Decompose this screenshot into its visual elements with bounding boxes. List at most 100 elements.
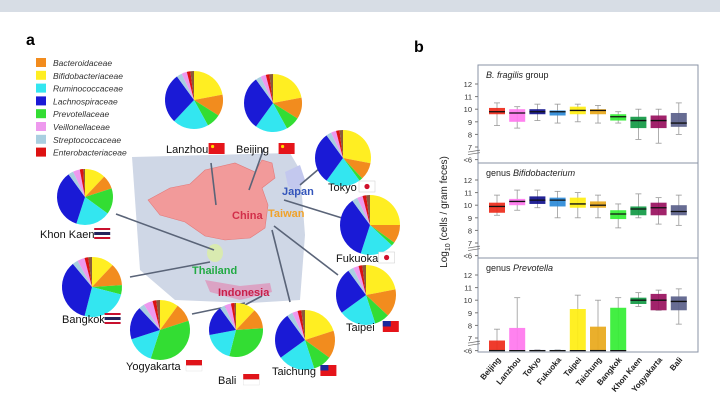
panel-title-italic: Prevotella: [513, 263, 553, 273]
pie-slice: [208, 308, 236, 336]
arrow-bangkok: [129, 261, 211, 278]
legend-label: Ruminococcaceae: [53, 84, 123, 94]
y-axis-label: Log10 (cells / gram feces): [439, 156, 452, 268]
pie-slice: [194, 100, 219, 126]
flag-star: [281, 144, 285, 149]
y-tick-label: 10: [464, 296, 472, 305]
pie-fukuoka: [340, 195, 400, 255]
pie-slice: [326, 158, 360, 186]
pie-slice: [273, 74, 302, 103]
panel-title-suffix: group: [523, 70, 549, 80]
arrow-taipei: [273, 225, 339, 276]
flag-stripe: [94, 232, 111, 235]
legend-swatch: [36, 96, 46, 106]
pie-slice: [348, 267, 366, 295]
pie-slice: [336, 270, 366, 313]
pie-slice: [209, 330, 236, 357]
city-label: Bangkok: [62, 314, 105, 326]
china-shape: [147, 159, 276, 241]
pie-slice: [150, 320, 190, 360]
pie-slice: [352, 197, 370, 225]
pie-slice: [156, 300, 160, 330]
country-label-taiwan: Taiwan: [268, 208, 305, 220]
axis-break: [467, 245, 481, 251]
y-tick-label: 8: [468, 321, 472, 330]
box-bangkok: [610, 307, 627, 351]
indonesia-shape: [205, 280, 272, 300]
panel-title-italic: B. fragilis: [486, 70, 524, 80]
pie-lanzhou: [164, 71, 223, 130]
pie-slice: [273, 103, 298, 129]
flag-stripe: [104, 317, 121, 320]
pie-slice: [85, 188, 114, 214]
legend-label: Veillonellaceae: [53, 122, 110, 132]
pie-slice: [343, 158, 371, 179]
flag-bottom: [242, 379, 260, 386]
pie-slice: [366, 289, 396, 316]
pie-slice: [190, 71, 194, 100]
y-tick-label: 10: [464, 201, 472, 210]
indonesia-flag-icon: [185, 360, 203, 372]
city-label: Tokyo: [328, 182, 357, 194]
pie-slice: [186, 71, 194, 100]
pie-slice: [130, 308, 160, 340]
box-yogyakarta: [650, 293, 667, 311]
pie-slice: [76, 197, 108, 225]
country-label-china: China: [232, 210, 263, 222]
pie-slice: [84, 257, 92, 287]
flag-stripe: [94, 228, 111, 230]
axis-break: [467, 149, 481, 155]
pie-slice: [236, 310, 263, 330]
japan-shape: [285, 165, 305, 192]
pie-slice: [331, 130, 343, 158]
city-label: Yogyakarta: [126, 361, 182, 373]
legend-label: Streptococcaceae: [53, 135, 121, 145]
flag-disc: [384, 254, 390, 261]
box-bali: [670, 205, 687, 216]
pie-slice: [353, 265, 366, 295]
panel-title: genus Bifidobacterium: [486, 168, 576, 178]
arrow-tokyo: [299, 167, 321, 186]
panel-title-italic: Bifidobacterium: [513, 168, 576, 178]
city-label: Khon Kaen: [40, 229, 94, 241]
pie-slice: [255, 76, 273, 103]
pie-slice: [92, 257, 113, 287]
pie-slice: [260, 74, 273, 103]
pie-slice: [164, 76, 194, 122]
box-fukuoka: [549, 197, 566, 207]
pie-slice: [360, 225, 392, 255]
flag-stripe: [94, 235, 111, 237]
china-flag-icon: [278, 143, 295, 154]
pie-tokyo: [315, 130, 371, 186]
y-tick-label: 12: [464, 80, 472, 89]
country-label-thailand: Thailand: [192, 265, 237, 277]
box-yogyakarta: [650, 115, 667, 129]
legend-swatch: [36, 147, 46, 157]
thailand-flag-icon: [104, 313, 121, 324]
pie-yogyakarta: [130, 300, 190, 360]
pie-slice: [68, 171, 85, 197]
pie-slice: [315, 135, 343, 181]
country-labels: China Taiwan Japan Thailand Indonesia: [192, 186, 314, 299]
legend-label: Enterobacteriaceae: [53, 148, 127, 158]
flag-stripe: [104, 320, 121, 322]
flag-stripe: [104, 313, 121, 315]
y-tick-label: 9: [468, 309, 472, 318]
y-tick-label: 11: [464, 93, 472, 102]
pie-slice: [88, 257, 92, 287]
pie-slice: [343, 130, 371, 164]
pie-slice: [176, 73, 194, 100]
country-label-japan: Japan: [282, 186, 314, 198]
legend-label: Prevotellaceae: [53, 109, 110, 119]
city-label: Taipei: [346, 322, 375, 334]
pie-slice: [362, 265, 366, 295]
pie-slice: [243, 79, 273, 127]
pie-slice: [220, 305, 236, 330]
pie-slice: [305, 340, 330, 369]
x-tick-label: Bali: [668, 356, 684, 373]
y-tick-label: 12: [464, 176, 472, 185]
y-tick-label: 7: [468, 334, 472, 343]
city-label: Lanzhou: [166, 144, 208, 156]
pie-slice: [230, 303, 236, 330]
